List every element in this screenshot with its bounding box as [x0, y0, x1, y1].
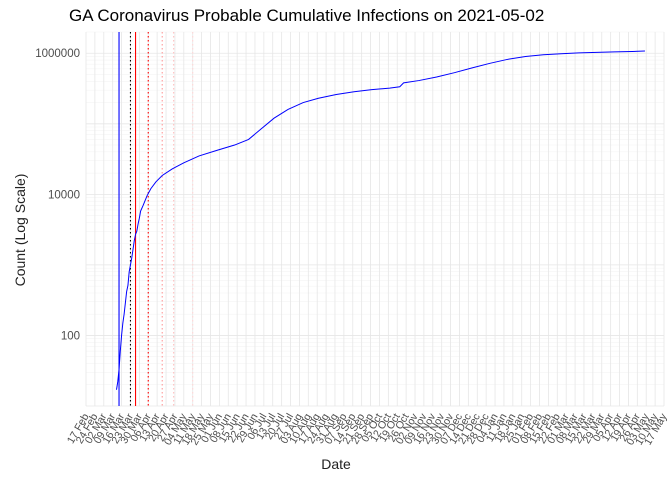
y-tick-label: 1000000	[35, 48, 80, 60]
y-tick-label: 10000	[48, 189, 80, 201]
y-axis-label: Count (Log Scale)	[12, 173, 28, 287]
series-line	[115, 50, 645, 390]
x-axis-label: Date	[321, 456, 351, 472]
chart-title: GA Coronavirus Probable Cumulative Infec…	[69, 6, 545, 25]
y-tick-label: 100	[61, 330, 80, 342]
